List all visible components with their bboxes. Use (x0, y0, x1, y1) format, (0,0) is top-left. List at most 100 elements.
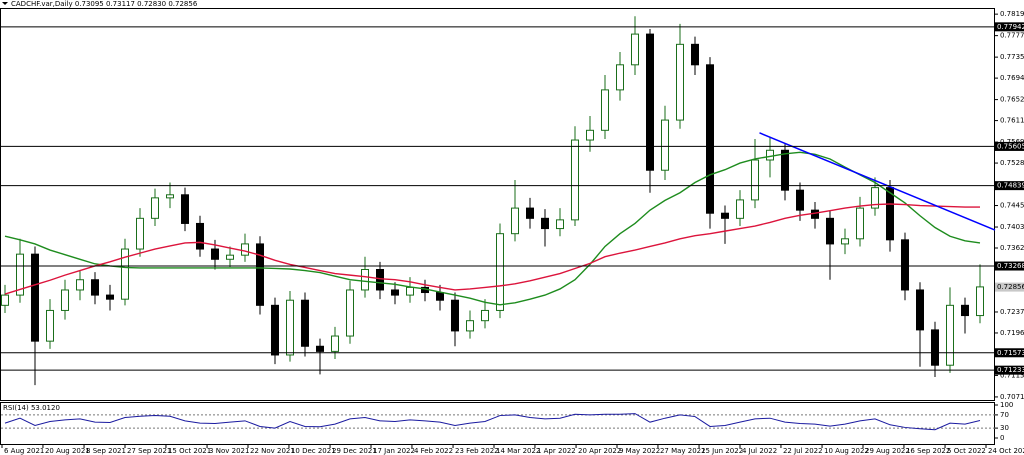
x-tick-label: 29 Aug 2022 (865, 447, 910, 455)
candle-body (391, 289, 399, 296)
candle-body (946, 304, 954, 366)
x-tick-label: 20 Apr 2022 (578, 447, 621, 455)
candle-body (676, 43, 684, 121)
candle-body (481, 309, 489, 322)
candle-body (346, 289, 354, 337)
candle-body (841, 238, 849, 245)
candle-body (1, 294, 9, 306)
candle-body (16, 253, 24, 296)
level-box (995, 348, 1024, 358)
candle-body (916, 289, 924, 331)
candle-body (226, 254, 234, 260)
x-tick-label: 22 Jul 2022 (783, 447, 823, 455)
candle-body (211, 248, 219, 260)
candle-body (496, 233, 504, 311)
candle-body (691, 43, 699, 66)
candle-body (136, 217, 144, 250)
candle-body (616, 64, 624, 91)
candle-body (826, 217, 834, 245)
candle-body (781, 149, 789, 191)
x-tick-label: 4 Feb 2022 (414, 447, 453, 455)
level-label: 0.77942 (997, 23, 1024, 31)
x-tick-label: 14 Mar 2022 (496, 447, 540, 455)
candle-body (46, 309, 54, 342)
candle-body (316, 345, 324, 352)
candle-body (196, 222, 204, 250)
candle-body (571, 139, 579, 221)
chart-title: CADCHF.var,Daily 0.73095 0.73117 0.72830… (11, 0, 198, 8)
rsi-tick-label: 0 (1000, 434, 1004, 442)
candle-body (796, 189, 804, 211)
candle-body (901, 239, 909, 291)
candle-body (556, 219, 564, 230)
candle-body (586, 129, 594, 141)
candle-body (886, 187, 894, 241)
moving-average (4, 151, 981, 306)
candle-body (451, 299, 459, 332)
candle-body (31, 253, 39, 342)
candle-body (166, 194, 174, 199)
x-tick-label: 3 Nov 2021 (209, 447, 249, 455)
level-box (995, 261, 1024, 271)
level-label: 0.74839 (997, 182, 1024, 190)
x-tick-label: 10 Aug 2022 (824, 447, 869, 455)
x-tick-label: 5 Oct 2022 (947, 447, 986, 455)
candle-body (241, 243, 249, 256)
x-tick-label: 15 Jun 2022 (701, 447, 743, 455)
candle-body (601, 89, 609, 131)
candle-body (931, 329, 939, 366)
title-arrow (2, 2, 8, 5)
level-box (995, 181, 1024, 191)
candle-body (736, 199, 744, 219)
last-price-label: 0.72856 (997, 283, 1024, 291)
rsi-tick-label: 30 (1000, 424, 1009, 432)
rsi-label: RSI(14) 53.0120 (3, 404, 60, 412)
candle-body (526, 207, 534, 219)
candle-body (376, 269, 384, 291)
candle-body (61, 289, 69, 311)
candle-body (631, 33, 639, 66)
x-tick-label: 1 Apr 2022 (537, 447, 576, 455)
x-tick-label: 22 Nov 2021 (250, 447, 295, 455)
x-tick-label: 27 May 2022 (660, 447, 706, 455)
x-tick-label: 27 Sep 2021 (127, 447, 171, 455)
candle-body (766, 149, 774, 161)
main-frame (0, 8, 995, 401)
candle-body (256, 243, 264, 306)
candle-body (91, 279, 99, 296)
x-tick-label: 10 Dec 2021 (291, 447, 336, 455)
candle-body (76, 279, 84, 291)
x-tick-label: 29 Dec 2021 (332, 447, 377, 455)
x-tick-label: 4 Jul 2022 (742, 447, 777, 455)
candle-body (271, 304, 279, 356)
candle-body (721, 212, 729, 219)
candle-body (751, 159, 759, 201)
rsi-frame (0, 402, 995, 445)
candle-body (856, 207, 864, 240)
candle-body (871, 187, 879, 209)
x-tick-label: 24 Oct 2022 (988, 447, 1024, 455)
trendline (759, 132, 996, 231)
x-tick-label: 20 Aug 2021 (45, 447, 90, 455)
level-label: 0.75605 (997, 142, 1024, 150)
rsi-tick-label: 100 (1000, 401, 1013, 409)
x-tick-label: 16 Sep 2022 (906, 447, 950, 455)
level-box (995, 22, 1024, 32)
candle-body (706, 64, 714, 214)
candle-body (961, 304, 969, 317)
candle-body (301, 299, 309, 347)
level-box (995, 365, 1024, 375)
candle-body (466, 320, 474, 332)
last-price-box (995, 282, 1024, 292)
